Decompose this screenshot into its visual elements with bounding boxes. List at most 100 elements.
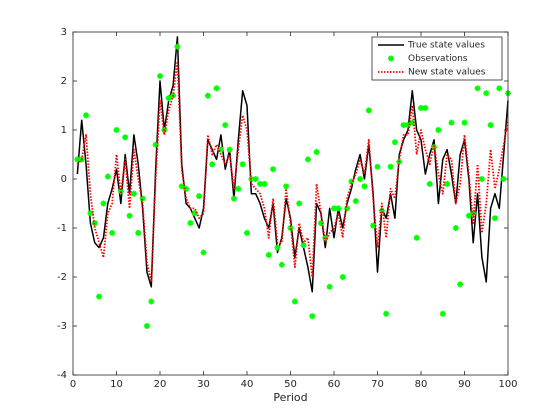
observation-marker <box>418 104 424 111</box>
observation-marker <box>265 251 272 258</box>
observation-marker <box>361 183 368 190</box>
observation-marker <box>283 183 290 190</box>
observation-marker <box>187 220 194 227</box>
legend-label: Observations <box>408 54 468 64</box>
observation-marker <box>157 73 163 80</box>
observation-marker <box>130 190 137 197</box>
observation-marker <box>426 180 433 187</box>
observation-marker <box>370 222 377 229</box>
observation-marker <box>196 193 203 200</box>
y-tick-label: 0 <box>61 174 67 185</box>
legend: True state values Observations New state v… <box>371 36 503 81</box>
observation-marker <box>348 178 355 185</box>
x-tick-label: 70 <box>371 379 384 390</box>
observation-marker <box>378 207 385 214</box>
observation-marker <box>117 188 124 195</box>
observation-marker <box>113 127 120 133</box>
observation-marker <box>291 298 298 305</box>
legend-label: True state values <box>407 41 485 51</box>
observation-marker <box>270 166 277 173</box>
observation-marker <box>183 185 190 192</box>
x-tick-label: 90 <box>458 379 471 390</box>
observation-marker <box>444 180 451 187</box>
observation-marker <box>257 180 264 187</box>
observation-marker <box>122 134 129 141</box>
observation-marker <box>465 212 472 219</box>
observation-marker <box>74 156 81 163</box>
observation-marker <box>165 95 172 102</box>
observation-marker <box>296 200 303 207</box>
observation-marker <box>326 283 333 290</box>
observation-marker <box>491 215 498 222</box>
observation-marker <box>191 210 198 217</box>
observation-marker <box>496 85 503 92</box>
legend-marker <box>388 55 394 62</box>
observation-marker <box>139 195 146 202</box>
observation-marker <box>431 144 438 151</box>
x-tick-label: 30 <box>197 379 210 390</box>
observation-marker <box>304 156 311 163</box>
observation-marker <box>143 323 150 329</box>
legend-label: New state values <box>408 68 486 78</box>
observation-marker <box>344 205 351 212</box>
observation-marker <box>487 122 494 129</box>
observation-marker <box>274 244 281 251</box>
axes-box <box>72 31 509 376</box>
observation-marker <box>222 122 229 129</box>
observation-marker <box>200 249 207 256</box>
observation-marker <box>383 310 390 317</box>
observation-marker <box>235 185 242 192</box>
x-tick-label: 50 <box>284 379 297 390</box>
observation-marker <box>96 293 103 300</box>
x-tick-label: 0 <box>70 379 76 390</box>
observation-marker <box>204 92 211 99</box>
observation-marker <box>439 310 446 317</box>
y-tick-label: 1 <box>61 125 67 136</box>
observation-marker <box>357 176 364 182</box>
x-tick-label: 20 <box>154 379 167 390</box>
observation-marker <box>209 161 216 168</box>
observation-marker <box>226 146 233 153</box>
y-tick-label: -3 <box>57 321 67 332</box>
observation-marker <box>135 229 142 236</box>
observation-marker <box>461 119 468 126</box>
observation-marker <box>83 112 90 119</box>
observation-marker <box>478 176 485 182</box>
observation-marker <box>422 104 429 111</box>
observation-marker <box>339 274 346 280</box>
observation-marker <box>317 220 324 227</box>
observation-marker <box>435 127 442 133</box>
observation-marker <box>126 212 133 219</box>
observation-marker <box>309 313 316 320</box>
observation-marker <box>387 163 394 170</box>
observation-marker <box>217 146 224 153</box>
y-tick-label: 3 <box>61 27 67 38</box>
observation-marker <box>483 90 490 97</box>
observation-marker <box>152 141 159 148</box>
observation-marker <box>100 200 107 207</box>
observation-marker <box>287 225 294 231</box>
observation-marker <box>331 205 337 212</box>
observation-marker <box>374 163 381 170</box>
observation-marker <box>400 122 407 129</box>
x-tick-label: 60 <box>328 379 341 390</box>
observation-marker <box>335 205 342 212</box>
y-tick-label: -1 <box>57 223 67 234</box>
x-tick-label: 80 <box>415 379 428 390</box>
observation-marker <box>87 210 94 217</box>
x-axis-label: Period <box>273 391 307 404</box>
observation-marker <box>500 176 507 182</box>
observation-marker <box>391 139 398 146</box>
observation-marker <box>213 85 220 92</box>
y-tick-label: 2 <box>61 76 67 87</box>
observation-marker <box>448 119 455 126</box>
observation-marker <box>244 229 250 236</box>
observation-marker <box>313 149 320 156</box>
observation-marker <box>239 161 246 168</box>
observation-marker <box>252 176 259 182</box>
observation-marker <box>230 195 237 202</box>
observation-marker <box>474 85 481 92</box>
observation-marker <box>404 122 411 129</box>
x-tick-label: 100 <box>498 379 517 390</box>
